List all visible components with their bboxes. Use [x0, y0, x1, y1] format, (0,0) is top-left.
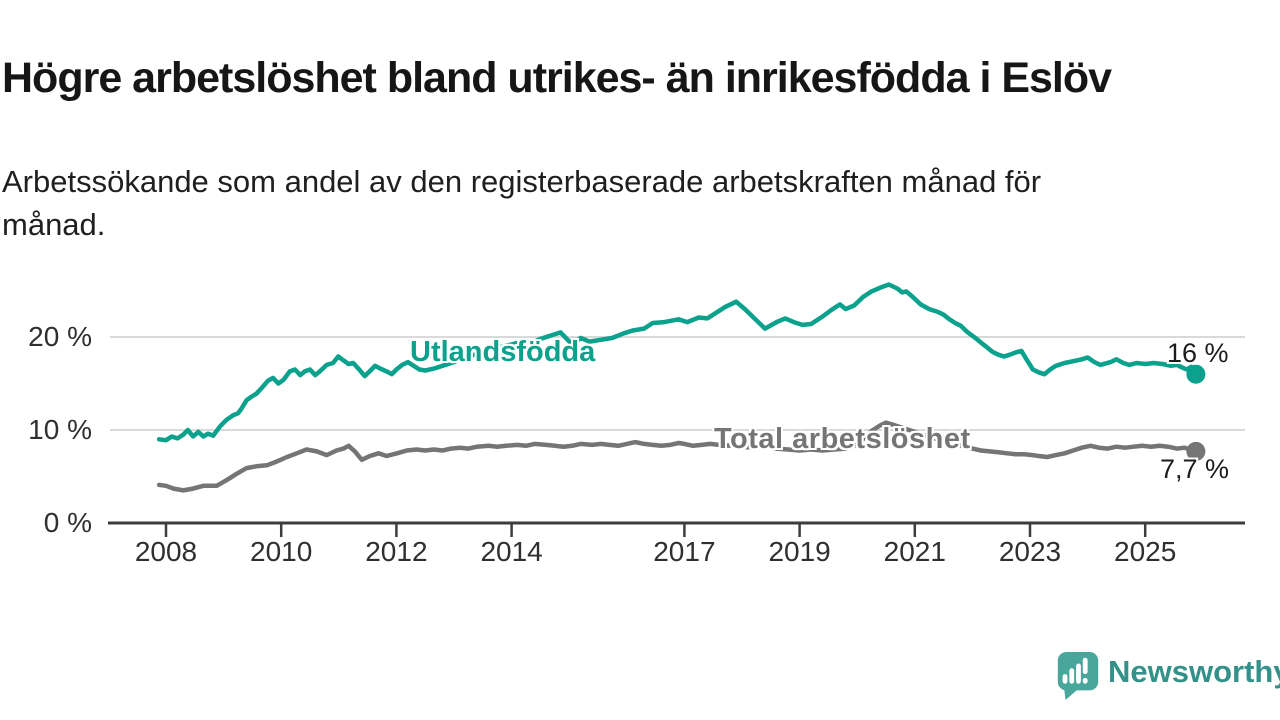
x-axis-tick-label: 2023 [998, 536, 1062, 567]
series-label-total-arbetsloshet: Total arbetslöshet [714, 423, 971, 455]
x-axis-tick-label: 2014 [480, 536, 543, 567]
end-value-label-total: 7,7 % [1160, 454, 1230, 484]
page-subtitle: Arbetssökande som andel av den registerb… [2, 164, 1042, 242]
x-axis-tick-label: 2010 [250, 536, 313, 567]
end-value-label-utlandsfodda: 16 % [1167, 338, 1229, 368]
end-dot-1 [1186, 441, 1206, 461]
page-title: Högre arbetslöshet bland utrikes- än inr… [2, 53, 1112, 102]
newsworthy-wordmark: Newsworthy [1108, 654, 1280, 689]
y-axis-tick-label: 20 % [28, 321, 92, 352]
x-axis-tick-label: 2019 [768, 536, 831, 567]
series-line-0 [156, 282, 1199, 443]
x-axis-tick-label: 2021 [883, 536, 946, 567]
x-axis-tick-label: 2025 [1114, 536, 1177, 567]
y-axis-tick-label: 10 % [28, 414, 92, 445]
y-axis-tick-label: 0 % [43, 507, 92, 538]
newsworthy-logo-icon [1057, 651, 1099, 701]
newsworthy-logo: Newsworthy [1056, 649, 1280, 701]
x-axis-tick-label: 2012 [365, 536, 428, 567]
series-label-utlandsfodda: Utlandsfödda [410, 336, 596, 368]
end-dot-0 [1186, 364, 1206, 384]
x-axis-tick-label: 2008 [134, 536, 198, 567]
series-line-1 [156, 420, 1199, 493]
x-axis-tick-label: 2017 [653, 536, 716, 567]
